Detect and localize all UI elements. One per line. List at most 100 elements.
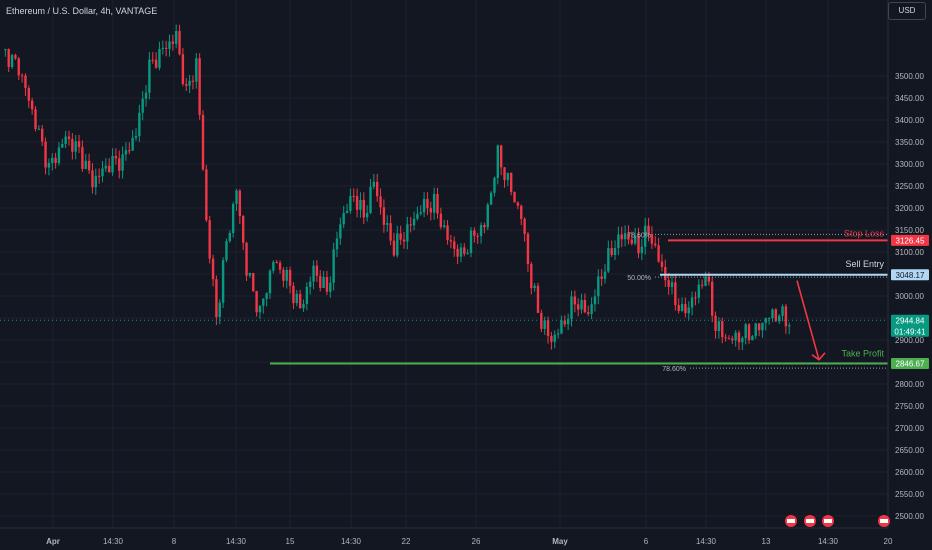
candle-body xyxy=(727,338,731,340)
candle-body xyxy=(288,269,292,286)
candle-body xyxy=(295,293,298,304)
candle-body xyxy=(416,213,419,219)
candle-body xyxy=(774,309,778,322)
time-tick-label: 14:30 xyxy=(696,537,717,546)
currency-button[interactable]: USD xyxy=(888,2,926,20)
candle-body xyxy=(526,233,530,265)
fib-level-label: 50.00% xyxy=(627,275,651,282)
candle-body xyxy=(664,266,667,281)
price-tick-label: 3450.00 xyxy=(895,94,924,103)
candle-body xyxy=(362,199,365,218)
candle-body xyxy=(556,333,560,335)
candle-body xyxy=(613,248,617,255)
flag-icon[interactable] xyxy=(785,515,797,527)
flag-icon[interactable] xyxy=(804,515,816,527)
candle-body xyxy=(248,273,252,276)
candle-body xyxy=(459,247,463,257)
candle-body xyxy=(37,128,41,130)
candle-body xyxy=(235,190,238,204)
candle-body xyxy=(101,168,104,177)
candle-body xyxy=(329,282,332,292)
candle-body xyxy=(737,332,741,343)
candle-body xyxy=(278,262,282,270)
candle-body xyxy=(473,230,476,236)
candle-body xyxy=(456,248,459,257)
time-tick-label: 15 xyxy=(286,537,295,546)
candle-body xyxy=(788,325,791,327)
flag-icon-stripe xyxy=(806,519,814,523)
candle-body xyxy=(71,139,74,152)
candle-body xyxy=(690,297,694,308)
candle-body xyxy=(499,145,503,168)
time-axis[interactable]: Apr 14:30 8 14:30 15 14:30 22 26 May 6 14:30 13 14:3… xyxy=(0,515,893,546)
time-tick-label: 14:30 xyxy=(818,537,839,546)
candle-body xyxy=(30,100,34,110)
candle-body xyxy=(483,225,486,228)
price-tick-label: 2600.00 xyxy=(895,468,924,477)
price-tick-label: 3250.00 xyxy=(895,182,924,191)
candle-body xyxy=(128,150,131,152)
candle-body xyxy=(640,246,644,254)
candle-body xyxy=(298,293,302,309)
candle-body xyxy=(697,284,700,298)
candle-body xyxy=(731,338,734,341)
flag-icon-stripe xyxy=(787,519,795,523)
flag-icon-stripe xyxy=(880,519,888,523)
last-price-badge xyxy=(891,314,929,337)
candle-body xyxy=(124,150,128,155)
candle-body xyxy=(392,240,396,256)
candle-body xyxy=(205,169,208,221)
candle-body xyxy=(54,157,57,163)
candle-body xyxy=(422,198,426,213)
time-tick-label: 14:30 xyxy=(226,537,247,546)
candle-body xyxy=(201,114,205,170)
candle-body xyxy=(27,88,30,101)
candle-body xyxy=(94,175,97,188)
candle-body xyxy=(426,198,429,209)
time-tick-label: May xyxy=(552,537,568,546)
candle-body xyxy=(349,195,352,211)
candle-body xyxy=(637,235,640,254)
candle-body xyxy=(161,47,164,50)
symbol-title: Ethereum / U.S. Dollar, 4h, VANTAGE xyxy=(6,6,158,16)
candle-body xyxy=(121,154,124,171)
candle-body xyxy=(707,276,711,282)
candle-body xyxy=(543,320,546,329)
price-tick-label: 3500.00 xyxy=(895,72,924,81)
time-tick-label: 8 xyxy=(172,537,177,546)
candle-body xyxy=(744,324,747,339)
time-tick-label: 26 xyxy=(472,537,481,546)
candle-body xyxy=(546,320,550,336)
time-tick-label: Apr xyxy=(46,537,60,546)
candle-body xyxy=(563,320,566,325)
candle-body xyxy=(14,54,17,59)
candle-body xyxy=(67,136,71,140)
price-axis[interactable]: 2500.00 2550.00 2600.00 2650.00 2700.00 2750.… xyxy=(887,0,929,528)
candle-body xyxy=(34,109,37,130)
candle-body xyxy=(175,31,178,44)
candle-body xyxy=(657,245,660,262)
price-tick-label: 3400.00 xyxy=(895,116,924,125)
time-tick-label: 14:30 xyxy=(103,537,124,546)
candle-body xyxy=(228,233,231,242)
candle-body xyxy=(590,304,593,314)
candle-body xyxy=(111,155,114,173)
candle-body xyxy=(453,241,456,249)
candle-body xyxy=(406,224,409,242)
candle-body xyxy=(382,207,386,225)
candle-body xyxy=(784,306,788,327)
take-profit-badge xyxy=(891,357,929,369)
candle-body xyxy=(446,225,449,241)
flag-icon[interactable] xyxy=(878,515,890,527)
sell-entry-badge-label: 3048.17 xyxy=(896,271,925,280)
candle-body xyxy=(238,190,242,217)
candle-body xyxy=(275,262,278,264)
candle-body xyxy=(603,271,607,279)
candle-body xyxy=(550,335,553,342)
price-tick-label: 3300.00 xyxy=(895,160,924,169)
candle-body xyxy=(573,296,577,305)
chart-annotations xyxy=(796,280,826,361)
candle-body xyxy=(778,315,781,322)
flag-icon[interactable] xyxy=(822,515,834,527)
